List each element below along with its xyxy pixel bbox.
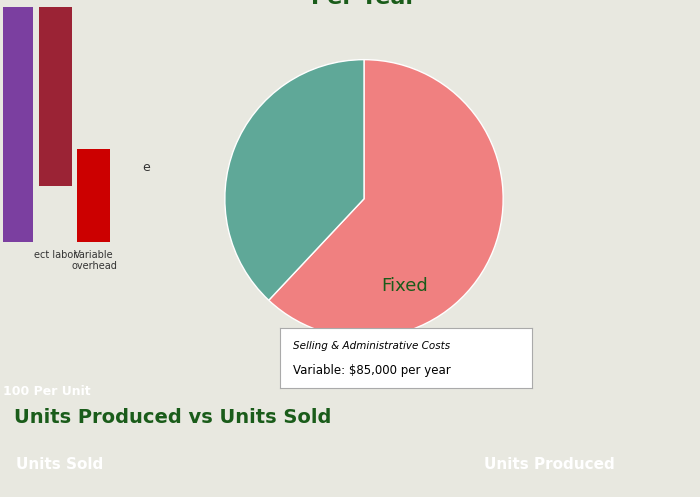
Text: Fixed: Fixed: [382, 277, 428, 295]
Bar: [77, 149, 111, 242]
Bar: [3, 7, 34, 242]
Text: Selling & Administrative Costs: Selling & Administrative Costs: [293, 341, 449, 351]
Wedge shape: [225, 60, 364, 300]
Title: Selling & Administrative Costs
Per Year: Selling & Administrative Costs Per Year: [173, 0, 555, 8]
Text: ect labor: ect labor: [34, 249, 77, 260]
Text: Units Sold: Units Sold: [16, 457, 103, 472]
Wedge shape: [269, 60, 503, 338]
Text: e: e: [142, 161, 150, 174]
Text: Units Produced: Units Produced: [484, 457, 615, 472]
Text: Variable
overhead: Variable overhead: [71, 249, 117, 271]
Text: 100 Per Unit: 100 Per Unit: [4, 385, 91, 398]
Text: Variable: $85,000 per year: Variable: $85,000 per year: [293, 364, 450, 377]
Text: Units Produced vs Units Sold: Units Produced vs Units Sold: [14, 408, 331, 427]
Bar: [38, 7, 72, 186]
